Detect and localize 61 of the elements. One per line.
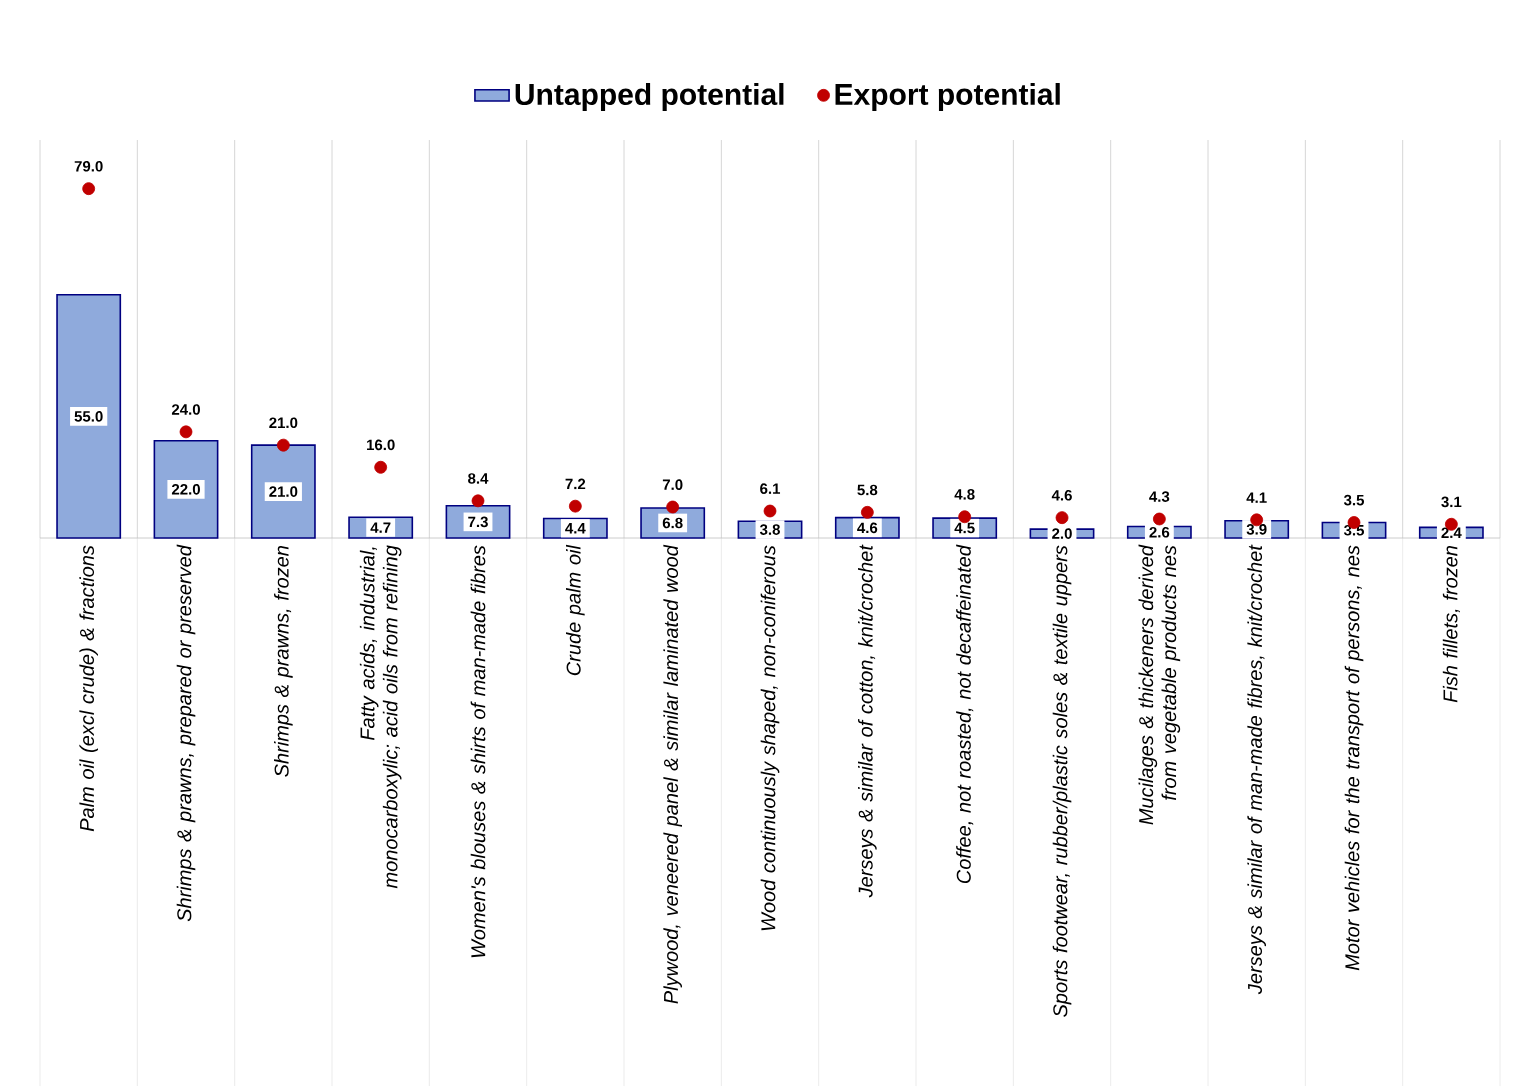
data-label: 55.0 bbox=[74, 411, 103, 422]
x-tick-label: Women's blouses & shirts of man-made fibres bbox=[470, 545, 486, 958]
data-label: 3.5 bbox=[1343, 524, 1365, 536]
point bbox=[1152, 512, 1166, 526]
x-tick-label: Jerseys & similar of man-made fibres, knit/crochet bbox=[1247, 544, 1266, 995]
data-label: 7.3 bbox=[468, 516, 488, 528]
x-tick-label: Fatty acids, industrial, monocarboxylic; acid oils from refining bbox=[359, 545, 402, 889]
data-label: 3.1 bbox=[1441, 496, 1462, 508]
point bbox=[1055, 511, 1069, 525]
data-label: 79.0 bbox=[74, 160, 103, 172]
legend-label: Untapped potential bbox=[515, 83, 784, 111]
data-label: 4.5 bbox=[954, 522, 975, 534]
data-label: 2.6 bbox=[1149, 526, 1170, 538]
bar bbox=[56, 293, 122, 539]
data-label: 22.0 bbox=[171, 484, 200, 495]
data-label: 2.0 bbox=[1052, 528, 1072, 539]
bar bbox=[153, 439, 219, 539]
point bbox=[860, 505, 874, 519]
x-tick-label: Motor vehicles for the transport of persons, nes bbox=[1344, 545, 1364, 971]
data-label: 2.4 bbox=[1441, 527, 1462, 538]
data-label: 6.1 bbox=[760, 483, 781, 494]
point bbox=[568, 499, 582, 513]
data-label: 4.7 bbox=[370, 522, 391, 533]
data-label: 21.0 bbox=[269, 486, 298, 497]
legend-label: Export potential bbox=[835, 83, 1060, 111]
x-tick-label: Palm oil (excl crude) & fractions bbox=[79, 545, 98, 832]
x-tick-label: Shrimps & prawns, prepared or preserved bbox=[176, 544, 196, 922]
x-tick-label: Fish fillets, frozen bbox=[1442, 545, 1460, 703]
data-label: 16.0 bbox=[367, 439, 395, 451]
x-tick-label: Jerseys & similar of cotton, knit/crochet bbox=[858, 544, 877, 898]
data-label: 4.1 bbox=[1246, 492, 1267, 503]
data-label: 5.8 bbox=[857, 484, 878, 496]
x-tick-label: Mucilages & thickeners derived from vegetable products nes bbox=[1138, 544, 1181, 825]
data-label: 8.4 bbox=[468, 473, 489, 484]
data-label: 7.0 bbox=[662, 479, 683, 490]
x-tick-label: Wood continuously shaped, non-coniferous bbox=[760, 545, 780, 931]
data-label: 3.5 bbox=[1343, 494, 1365, 506]
point bbox=[666, 500, 680, 514]
data-label: 3.8 bbox=[759, 524, 780, 535]
data-label: 4.3 bbox=[1149, 491, 1170, 502]
data-label: 4.4 bbox=[565, 523, 586, 534]
point bbox=[763, 504, 777, 518]
data-label: 6.8 bbox=[662, 517, 683, 529]
data-label: 3.9 bbox=[1246, 524, 1267, 535]
data-label: 21.0 bbox=[269, 417, 298, 429]
bar bbox=[250, 444, 316, 539]
point bbox=[82, 182, 96, 196]
x-tick-label: Coffee, not roasted, not decaffeinated bbox=[956, 544, 974, 884]
data-label: 4.6 bbox=[1051, 489, 1072, 501]
point bbox=[179, 425, 193, 439]
point bbox=[276, 438, 290, 452]
data-label: 4.8 bbox=[954, 489, 975, 500]
x-tick-label: Plywood, veneered panel & similar laminated wood bbox=[663, 544, 682, 1004]
point bbox=[374, 460, 388, 474]
data-label: 4.6 bbox=[857, 522, 878, 534]
point bbox=[471, 494, 485, 508]
x-tick-label: Crude palm oil bbox=[566, 544, 585, 676]
x-tick-label: Shrimps & prawns, frozen bbox=[274, 546, 293, 777]
data-label: 24.0 bbox=[171, 404, 200, 415]
x-tick-label: Sports footwear, rubber/plastic soles & textile uppers bbox=[1052, 545, 1072, 1017]
data-label: 7.2 bbox=[565, 478, 586, 490]
